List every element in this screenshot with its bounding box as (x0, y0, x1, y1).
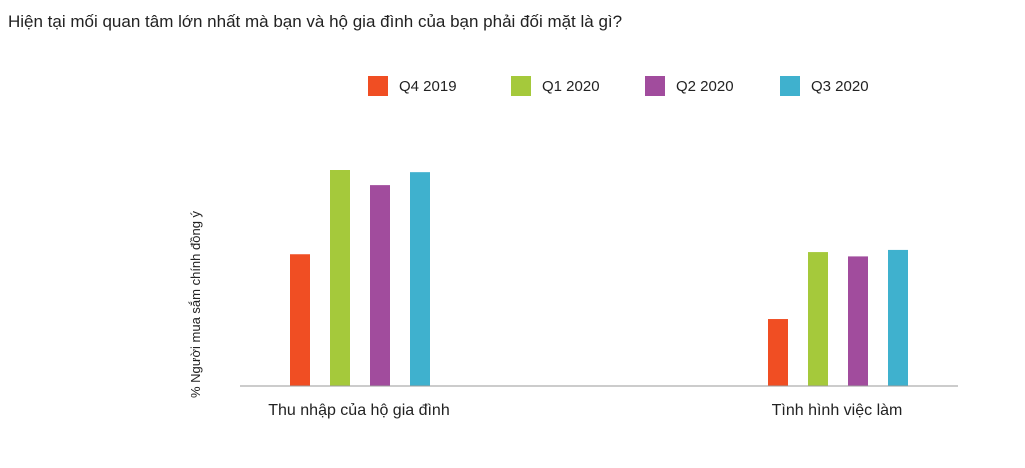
legend-label-2: Q1 2020 (542, 78, 600, 95)
legend-label-4: Q3 2020 (811, 78, 869, 95)
bars-group (290, 170, 908, 386)
legend-swatch-1 (368, 76, 388, 96)
bar-1-4 (410, 172, 430, 386)
bar-1-2 (330, 170, 350, 386)
bar-2-1 (768, 319, 788, 386)
legend-label-3: Q2 2020 (676, 78, 734, 95)
category-label-2: Tình hình việc làm (772, 402, 903, 419)
legend-swatch-4 (780, 76, 800, 96)
bar-2-2 (808, 252, 828, 386)
chart-question-title: Hiện tại mối quan tâm lớn nhất mà bạn và… (8, 12, 623, 31)
bar-2-4 (888, 249, 908, 386)
legend-label-1: Q4 2019 (399, 78, 457, 95)
legend-swatch-2 (511, 76, 531, 96)
bar-1-1 (290, 254, 310, 386)
legend-swatch-3 (645, 76, 665, 96)
bar-2-3 (848, 256, 868, 386)
bar-1-3 (370, 185, 390, 386)
category-labels: Thu nhập của hộ gia đình Tình hình việc l… (268, 402, 902, 419)
y-axis-label: % Người mua sắm chính đồng ý (188, 210, 203, 398)
category-label-1: Thu nhập của hộ gia đình (268, 402, 449, 419)
chart-legend: Q4 2019 Q1 2020 Q2 2020 Q3 2020 (368, 76, 869, 96)
